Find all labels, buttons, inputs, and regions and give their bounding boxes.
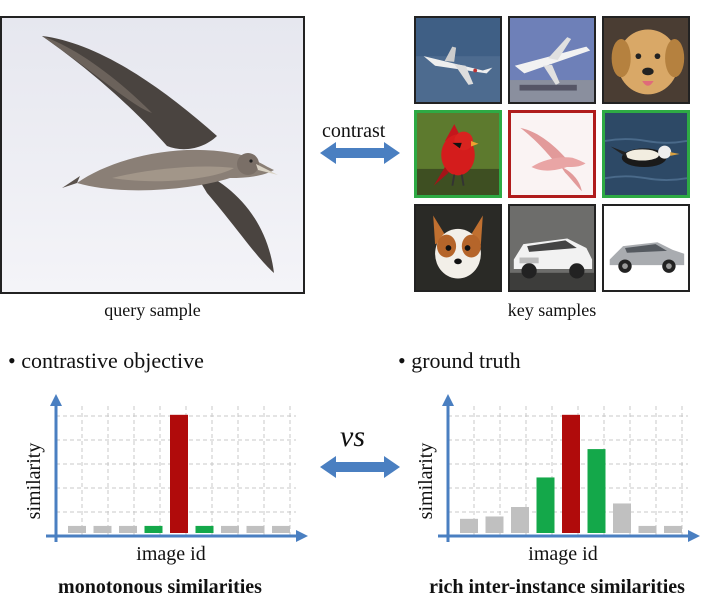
bar [460, 518, 478, 533]
bar [536, 477, 555, 533]
y-axis-arrow-icon [50, 394, 62, 406]
bar [511, 507, 529, 533]
rich-similarities-title: rich inter-instance similarities [429, 576, 685, 598]
bar [246, 525, 265, 533]
contrast-label: contrast [322, 120, 386, 142]
monotonous-similarities-title: monotonous similarities [58, 576, 262, 598]
double-arrow-icon [320, 456, 400, 478]
bar [638, 525, 657, 533]
x-axis-arrow-icon [296, 530, 308, 542]
bar [119, 525, 137, 533]
vs-label: vs [340, 420, 365, 453]
key-tile-cardinal [414, 110, 502, 198]
bar [613, 503, 631, 533]
double-arrow-icon [320, 142, 400, 164]
bar [170, 414, 188, 533]
key-tile-albatross-silhouette [508, 110, 596, 198]
bar [68, 525, 86, 533]
contrastive-similarity-chart: image id similarity [23, 394, 308, 565]
ground-truth-label: • ground truth [398, 348, 521, 373]
key-tile-car-1 [508, 204, 596, 292]
bar [195, 525, 214, 533]
x-axis-arrow-icon [688, 530, 700, 542]
key-caption: key samples [507, 300, 597, 320]
bar [144, 525, 163, 533]
y-axis-label: similarity [23, 443, 45, 520]
bar [664, 525, 682, 533]
key-tile-airplane-1 [414, 16, 502, 104]
x-axis-label: image id [136, 543, 205, 565]
bar [485, 516, 504, 533]
query-caption: query sample [104, 300, 201, 320]
key-tile-airplane-2 [508, 16, 596, 104]
bar [93, 525, 112, 533]
query-image [0, 16, 305, 294]
albatross-icon [2, 18, 303, 292]
contrastive-objective-label: • contrastive objective [8, 348, 204, 373]
x-axis-label: image id [528, 543, 597, 565]
y-axis-label: similarity [415, 443, 437, 520]
bar [587, 449, 606, 533]
bar [562, 414, 580, 533]
key-tile-dog-2 [414, 204, 502, 292]
bar [221, 525, 239, 533]
bar [272, 525, 290, 533]
key-tile-car-2 [602, 204, 690, 292]
ground-truth-similarity-chart: image id similarity [415, 394, 700, 565]
key-tile-duck [602, 110, 690, 198]
y-axis-arrow-icon [442, 394, 454, 406]
key-tile-dog-1 [602, 16, 690, 104]
